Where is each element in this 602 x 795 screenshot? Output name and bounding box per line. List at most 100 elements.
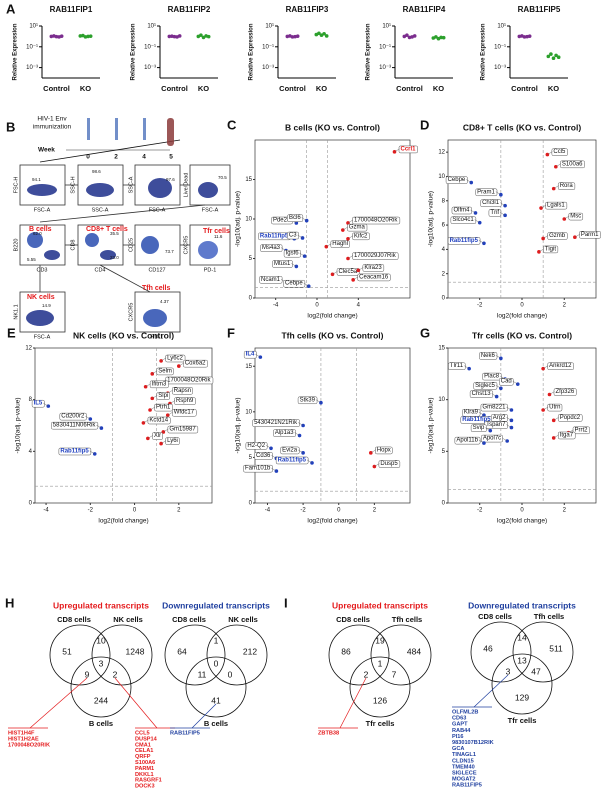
callout: [339, 677, 367, 729]
gene-name: RASGRF1: [135, 778, 162, 784]
leader: [271, 467, 277, 472]
gene-label: C3: [287, 231, 303, 240]
leader: [265, 445, 272, 449]
immunization: HIV-1 Env: [37, 116, 67, 123]
gene-label-box: [352, 232, 370, 241]
data-point: [295, 34, 300, 38]
gene-label: Klra9: [462, 408, 485, 417]
gene-label: Clec5a: [332, 268, 360, 276]
leader: [499, 212, 506, 216]
y-tick-label: 6: [442, 223, 446, 229]
leader: [543, 406, 549, 411]
y-tick-label: 15: [438, 346, 445, 352]
gene-label-text: Rab11fip5: [450, 238, 479, 244]
gene-label-text: 1700029J07Rik: [354, 253, 397, 259]
gene-label-box: [572, 426, 590, 435]
x-axis-label: log2(fold change): [497, 313, 547, 320]
gene-point: [499, 356, 503, 361]
y-tick-label: 0: [442, 501, 446, 507]
y-tick-label: 0: [29, 501, 33, 507]
gene-label: Apol7c: [481, 434, 508, 443]
gene-label-box: [362, 264, 385, 272]
gene-label-text: Popdc2: [560, 415, 581, 421]
gene-point: [499, 192, 503, 197]
leader: [271, 455, 277, 459]
set-label: Tfh cells: [392, 615, 422, 624]
gene-name: PARM1: [135, 766, 154, 772]
gene-label-text: Evi2a: [282, 447, 298, 453]
gene-label-text: Hopx: [377, 447, 391, 453]
gene-label: Lgals1: [540, 201, 568, 210]
y-axis-label: Relative Expression: [131, 23, 137, 80]
leader: [547, 151, 553, 155]
gene-label: Selm: [152, 367, 174, 376]
gene-label-box: [172, 408, 197, 417]
leader: [347, 255, 354, 259]
gene-point: [503, 203, 507, 208]
data-point: [324, 34, 329, 38]
week: 4: [142, 154, 146, 161]
gene-label: Haghl: [326, 240, 350, 248]
gene-label-text: Rab11fip5: [278, 457, 307, 463]
gene-label-text: Wfdc17: [174, 410, 195, 416]
y-tick-label: 10⁻³: [262, 65, 274, 71]
gene-label: Chst13: [469, 390, 497, 398]
gene-label-text: Bcl6: [289, 215, 301, 221]
venn-circle: [206, 624, 268, 686]
gene-point: [99, 426, 104, 430]
data-point: [549, 52, 553, 56]
gene-label-text: Tnf: [490, 210, 499, 216]
gene-label-text: Rab11fip5: [260, 233, 289, 239]
leader: [255, 353, 261, 358]
leader: [332, 271, 338, 275]
leader: [553, 434, 559, 439]
x-tick-label: 0: [520, 508, 524, 514]
gene-label-box: [152, 432, 163, 440]
gene-label-text: IL4: [246, 352, 255, 358]
x-tick-label: -4: [43, 508, 49, 514]
gene-label-text: Msc: [570, 214, 581, 220]
leader: [299, 252, 305, 257]
gene-label-text: Tigit: [545, 246, 556, 252]
leader: [167, 411, 173, 416]
gene-label: Pram1: [475, 188, 501, 197]
gene-point: [274, 469, 279, 473]
gate-label: CD8+ T cells: [86, 226, 128, 233]
plot-title: B cells (KO vs. Control): [285, 122, 380, 132]
y-tick-label: 10: [438, 397, 445, 403]
gene-label: Gm8221: [480, 403, 512, 412]
y-tick-label: 10⁻¹: [262, 44, 274, 50]
venn-count: 244: [94, 695, 108, 705]
y-tick-label: 2: [442, 271, 446, 277]
panel-label: A: [6, 1, 16, 16]
week: 2: [114, 154, 118, 161]
gene-name: OLFML2B: [452, 709, 478, 715]
data-point: [206, 34, 211, 39]
venn-circle: [164, 624, 226, 686]
leader: [301, 217, 307, 221]
set-label: Tfr cells: [366, 719, 395, 728]
gene-point: [551, 436, 556, 440]
axis-label: CD127: [148, 267, 165, 273]
y-tick-label: 10: [438, 174, 445, 180]
gene-label-text: Cad: [501, 379, 512, 385]
gene-label-text: Itga7: [560, 432, 574, 438]
data-point: [434, 35, 438, 39]
venn-circle: [512, 621, 574, 683]
gene-point: [515, 382, 520, 386]
gene-point: [494, 394, 499, 399]
x-tick-label: 2: [563, 508, 567, 514]
y-tick-label: 5: [442, 449, 446, 455]
leader: [143, 419, 149, 424]
gene-label: Svip: [470, 424, 491, 432]
gene-label: Alp1a3: [273, 429, 300, 437]
gene-label-text: Lgals1: [547, 203, 565, 209]
gene-label: Rab11fip5: [275, 456, 313, 465]
x-tick-label: KO: [198, 84, 209, 93]
y-axis-label: -log10(adj. p-value): [428, 397, 435, 453]
y-tick-label: 12: [25, 346, 32, 352]
venn-count: 2: [113, 669, 118, 679]
leader: [495, 355, 501, 359]
x-tick-label: KO: [80, 84, 91, 93]
gene-label: Gzmb: [543, 232, 568, 240]
